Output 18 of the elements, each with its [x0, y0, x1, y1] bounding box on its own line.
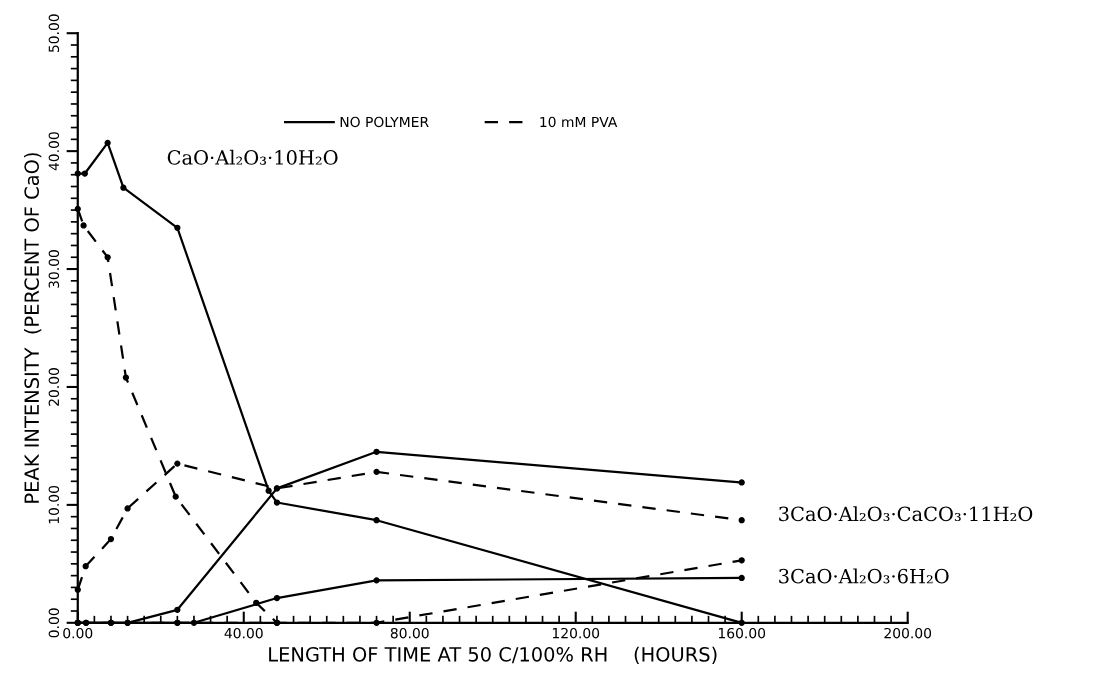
annotation: 3CaO·Al₂O₃·CaCO₃·11H₂O: [779, 506, 1033, 522]
y-axis-title: PEAK INTENSITY (PERCENT OF CaO): [24, 153, 42, 503]
x-tick-label: 120.00: [552, 627, 600, 639]
x-tick-label: 200.00: [884, 627, 932, 639]
x-tick-label: 160.00: [718, 627, 766, 639]
y-tick-label: 40.00: [48, 132, 60, 171]
annotation: CaO·Al₂O₃·10H₂O: [167, 149, 338, 165]
x-tick-label: 0.00: [63, 627, 93, 639]
y-tick-label: 30.00: [48, 250, 60, 288]
legend-label: NO POLYMER: [340, 116, 429, 128]
x-tick-label: 80.00: [390, 627, 429, 639]
annotation: 3CaO·Al₂O₃·6H₂O: [779, 568, 949, 584]
x-tick-label: 40.00: [224, 627, 263, 639]
y-tick-label: 20.00: [48, 368, 60, 406]
y-tick-label: 50.00: [48, 14, 60, 53]
legend-label: 10 mM PVA: [540, 116, 618, 128]
y-tick-label: 10.00: [48, 485, 60, 524]
x-axis-title: LENGTH OF TIME AT 50 C/100% RH (HOURS): [269, 646, 717, 664]
